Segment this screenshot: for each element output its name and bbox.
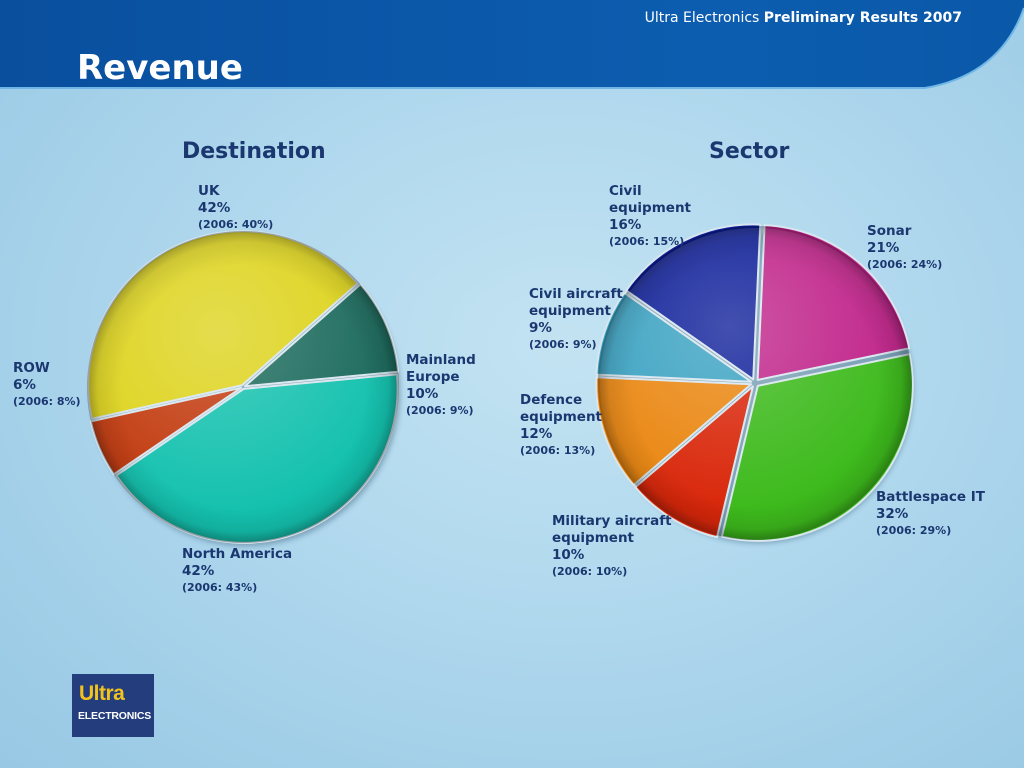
page-title: Revenue — [77, 48, 243, 88]
slice-percent: 42% — [198, 200, 231, 216]
slice-name: North America — [182, 546, 293, 562]
slice-prior-year: (2006: 43%) — [182, 581, 258, 594]
slice-percent: 10% — [406, 386, 439, 402]
slice-name-line: Civil — [609, 183, 642, 199]
slice-name: ROW — [13, 360, 50, 376]
slice-percent: 6% — [13, 377, 36, 393]
slice-label-battlespace-it: Battlespace IT 32% (2006: 29%) — [876, 489, 985, 538]
slice-name: UK — [198, 183, 220, 199]
slice-name-line: equipment — [520, 409, 603, 425]
header-banner: Ultra Electronics Preliminary Results 20… — [0, 0, 1024, 92]
destination-chart-title: Destination — [182, 139, 326, 164]
slice-prior-year: (2006: 9%) — [529, 338, 597, 351]
slice-prior-year: (2006: 13%) — [520, 444, 596, 457]
slice-percent: 32% — [876, 506, 909, 522]
destination-pie — [87, 230, 400, 546]
slice-name-line: Military aircraft — [552, 513, 672, 529]
slice-percent: 42% — [182, 563, 215, 579]
slice-prior-year: (2006: 9%) — [406, 404, 474, 417]
brand-name: Ultra Electronics — [644, 10, 760, 26]
slice-name-line: Defence — [520, 392, 583, 408]
slice-name-line: equipment — [552, 530, 635, 546]
report-heading: Ultra Electronics Preliminary Results 20… — [645, 10, 962, 26]
slice-name-line: Civil aircraft — [529, 286, 623, 302]
slice-label-sonar: Sonar 21% (2006: 24%) — [867, 223, 942, 272]
ultra-electronics-logo: Ultra ELECTRONICS — [72, 674, 154, 737]
report-name: Preliminary Results 2007 — [763, 10, 962, 26]
slice-prior-year: (2006: 24%) — [867, 258, 943, 271]
sector-pie — [595, 223, 914, 543]
slice-percent: 9% — [529, 320, 552, 336]
slice-percent: 16% — [609, 217, 642, 233]
sector-chart-title: Sector — [709, 139, 790, 164]
slice-label-row: ROW 6% (2006: 8%) — [13, 360, 81, 409]
slice-label-civil-aircraft-equipment: Civil aircraft equipment 9% (2006: 9%) — [529, 286, 623, 352]
slice-name-line: equipment — [529, 303, 612, 319]
slice-label-military-aircraft-equipment: Military aircraft equipment 10% (2006: 1… — [552, 513, 672, 579]
slice-name-line: equipment — [609, 200, 692, 216]
slice-name-line: Mainland — [406, 352, 476, 368]
slice-percent: 10% — [552, 547, 585, 563]
slice-name: Sonar — [867, 223, 912, 239]
slice-prior-year: (2006: 10%) — [552, 565, 628, 578]
slice-name-line: Europe — [406, 369, 460, 385]
slice-label-uk: UK 42% (2006: 40%) — [198, 183, 273, 232]
slice-name: Battlespace IT — [876, 489, 985, 505]
slice-prior-year: (2006: 8%) — [13, 395, 81, 408]
slice-label-civil-equipment: Civil equipment 16% (2006: 15%) — [609, 183, 691, 249]
slice-percent: 12% — [520, 426, 553, 442]
header-band — [0, 0, 1024, 89]
logo-word-ultra: Ultra — [79, 682, 125, 705]
slice-label-north-america: North America 42% (2006: 43%) — [182, 546, 292, 595]
slice-percent: 21% — [867, 240, 900, 256]
slice-label-mainland-europe: Mainland Europe 10% (2006: 9%) — [406, 352, 476, 418]
slice-prior-year: (2006: 15%) — [609, 235, 685, 248]
slice-prior-year: (2006: 29%) — [876, 524, 952, 537]
slice-prior-year: (2006: 40%) — [198, 218, 274, 231]
slice-label-defence-equipment: Defence equipment 12% (2006: 13%) — [520, 392, 602, 458]
logo-word-electronics: ELECTRONICS — [78, 710, 152, 722]
